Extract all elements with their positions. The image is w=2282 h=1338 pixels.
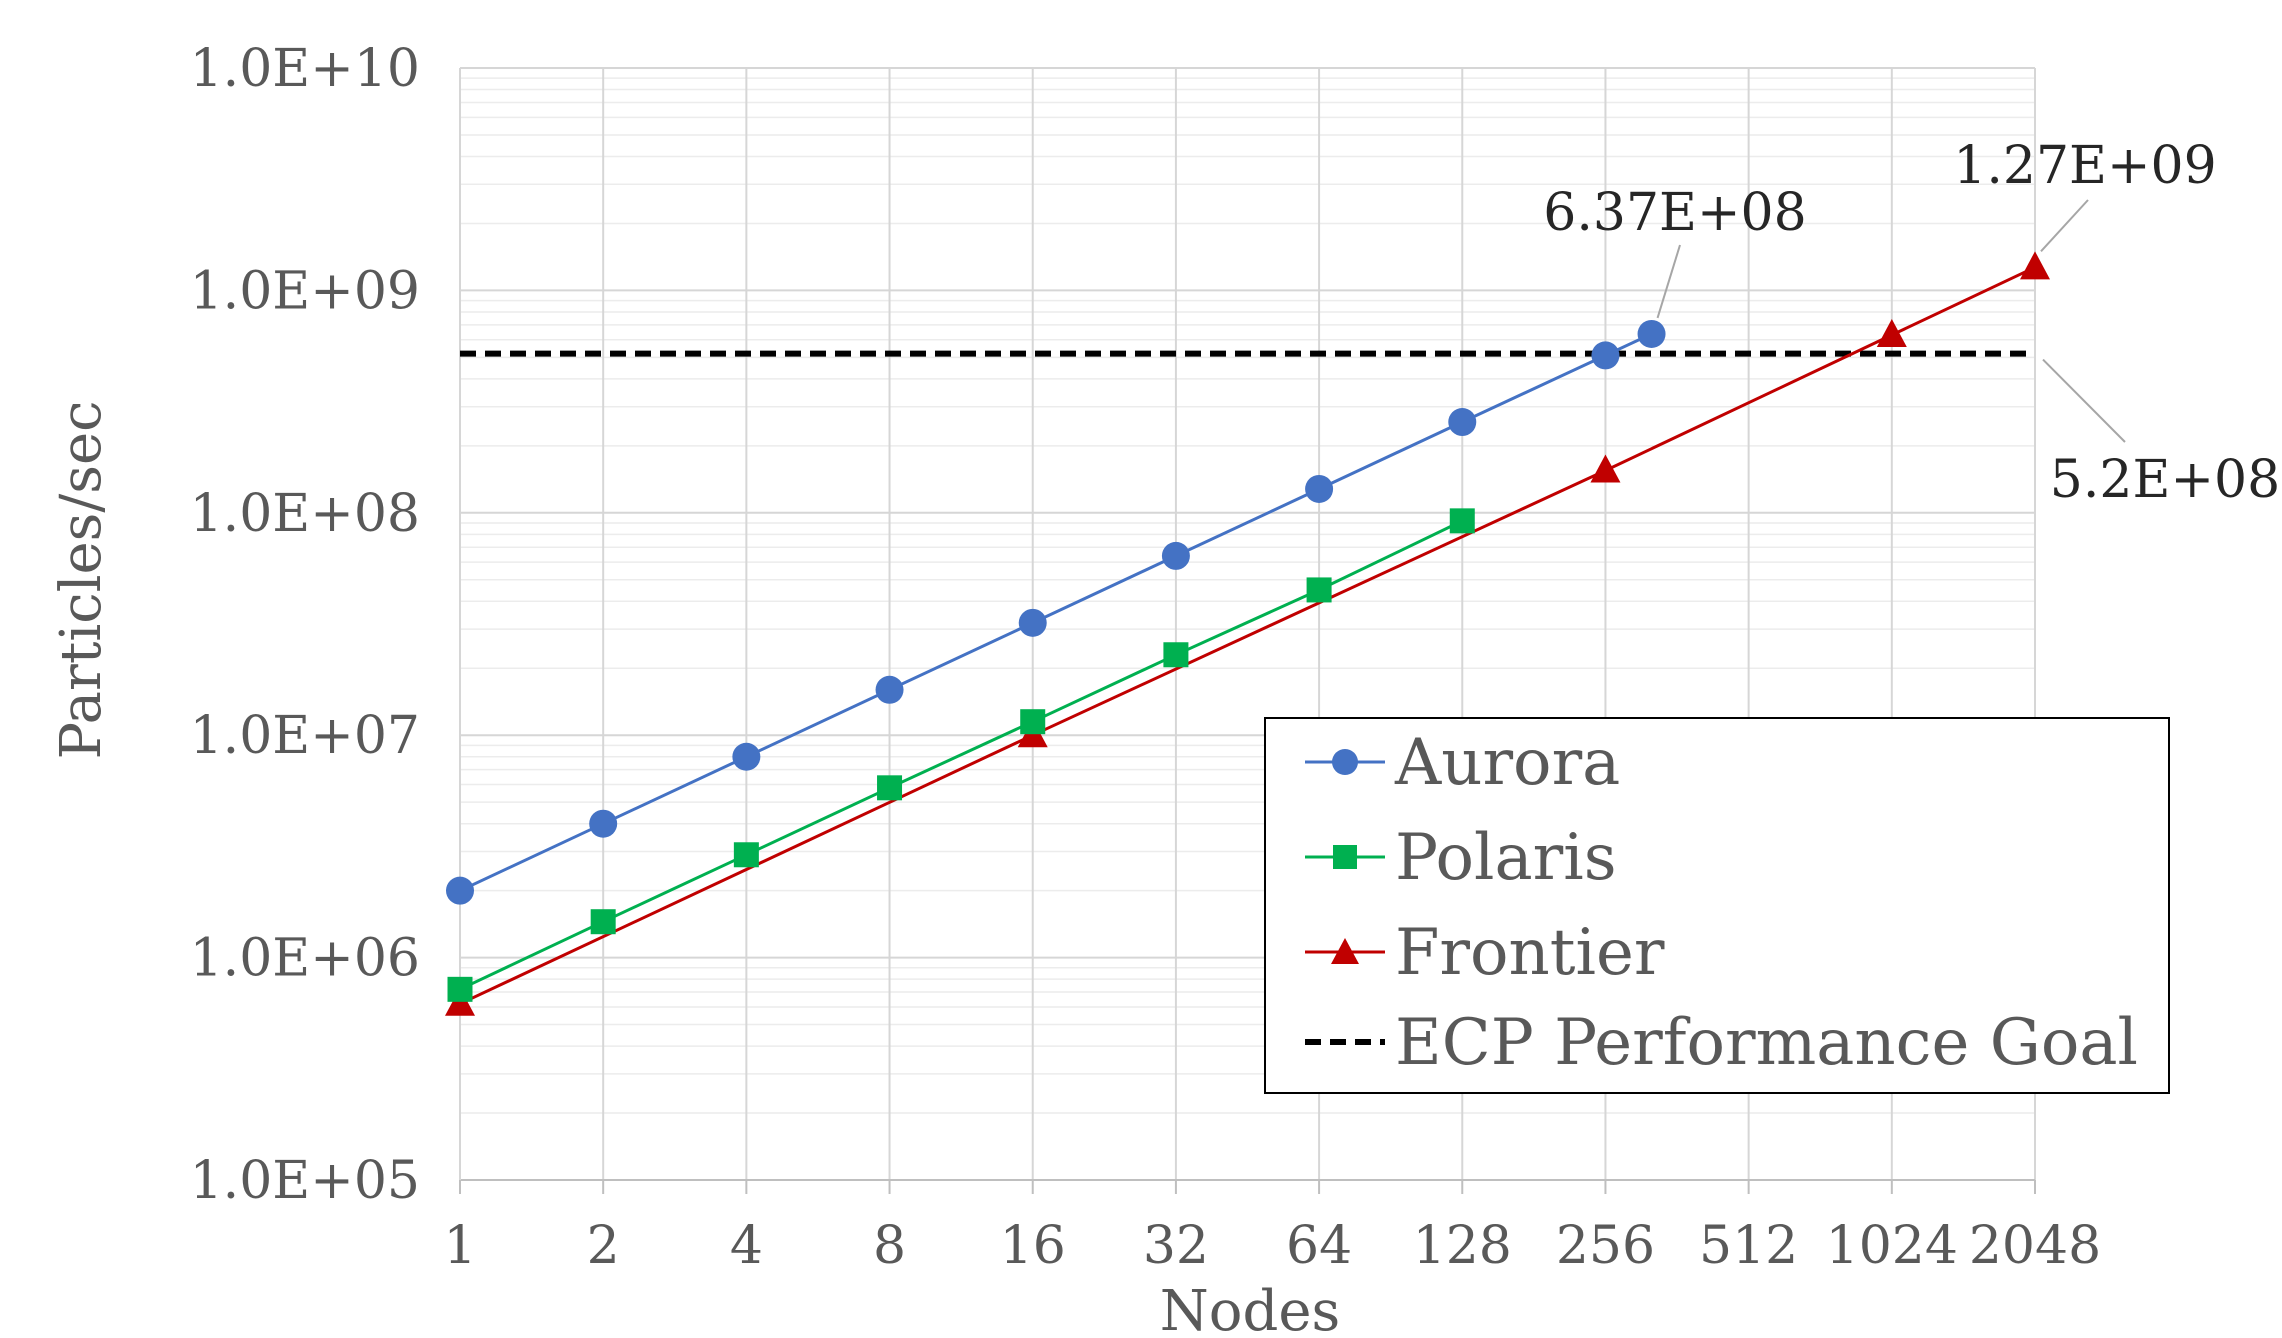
data-point-aurora	[1448, 408, 1477, 437]
annotation-layer: 6.37E+08 1.27E+09 5.2E+08	[1543, 136, 2280, 510]
data-point-frontier	[1590, 454, 1621, 483]
y-tick-label: 1.0E+08	[190, 484, 420, 544]
x-tick-label: 1024	[1826, 1216, 1958, 1276]
series-layer	[445, 251, 2050, 1016]
legend-item-ecp-goal: ECP Performance Goal	[1305, 1006, 2138, 1080]
data-point-aurora	[1637, 319, 1666, 348]
y-tick-label: 1.0E+05	[190, 1151, 420, 1211]
x-tick-label: 2	[587, 1216, 620, 1276]
x-tick-label: 256	[1556, 1216, 1655, 1276]
legend-item-aurora: Aurora	[1305, 726, 1620, 800]
data-point-polaris	[447, 976, 473, 1002]
annotation-leader-line	[1656, 244, 1681, 319]
data-point-aurora	[1305, 474, 1334, 503]
annotation-label: 5.2E+08	[2050, 450, 2280, 510]
y-tick-label: 1.0E+06	[190, 929, 420, 989]
annotation-label: 1.27E+09	[1953, 136, 2216, 196]
y-tick-label: 1.0E+07	[190, 706, 420, 766]
annotation-leader-line	[2040, 199, 2089, 252]
data-point-polaris	[1306, 577, 1332, 603]
y-tick-labels: 1.0E+05 1.0E+06 1.0E+07 1.0E+08 1.0E+09 1.0E+…	[190, 39, 420, 1211]
x-tick-label: 8	[873, 1216, 906, 1276]
x-tick-label: 512	[1699, 1216, 1798, 1276]
x-tick-label: 128	[1413, 1216, 1512, 1276]
series-line-aurora	[459, 332, 1653, 893]
data-point-aurora	[732, 742, 761, 771]
x-tick-label: 1	[443, 1216, 476, 1276]
legend: Aurora Polaris Frontier ECP Performance …	[1264, 717, 2170, 1094]
y-axis-title: Particles/sec	[49, 401, 114, 760]
data-point-polaris	[733, 842, 759, 868]
legend-marker-polaris	[1333, 845, 1357, 869]
data-point-polaris	[877, 775, 903, 801]
series-aurora	[446, 319, 1666, 905]
y-tick-label: 1.0E+09	[190, 261, 420, 321]
legend-item-frontier: Frontier	[1305, 916, 1665, 990]
data-point-polaris	[1163, 642, 1189, 668]
data-point-aurora	[1591, 341, 1620, 370]
series-line-polaris	[459, 519, 1463, 991]
legend-marker-frontier	[1331, 938, 1359, 964]
series-polaris	[447, 508, 1475, 1002]
data-point-polaris	[590, 909, 616, 935]
x-tick-label: 16	[1000, 1216, 1066, 1276]
data-point-frontier	[1876, 319, 1907, 348]
annotation-label: 6.37E+08	[1543, 183, 1806, 243]
legend-label-polaris: Polaris	[1395, 821, 1617, 895]
x-tick-label: 32	[1143, 1216, 1209, 1276]
legend-label-aurora: Aurora	[1394, 726, 1620, 800]
x-axis-title: Nodes	[1160, 1279, 1340, 1338]
x-tick-label: 4	[730, 1216, 763, 1276]
legend-box	[1264, 717, 2170, 1094]
x-tick-label: 2048	[1969, 1216, 2101, 1276]
x-tick-label: 64	[1286, 1216, 1352, 1276]
annotation-leader-line	[2042, 358, 2126, 443]
legend-item-polaris: Polaris	[1305, 821, 1617, 895]
legend-label-ecp-goal: ECP Performance Goal	[1395, 1006, 2138, 1080]
y-tick-label: 1.0E+10	[190, 39, 420, 99]
data-point-polaris	[1449, 508, 1475, 534]
x-tick-labels: 1 2 4 8 16 32 64 128 256 512 1024 2048	[443, 1216, 2101, 1276]
data-point-frontier	[2020, 251, 2050, 280]
data-point-polaris	[1020, 709, 1046, 735]
legend-label-frontier: Frontier	[1395, 916, 1665, 990]
data-point-aurora	[589, 809, 618, 838]
legend-marker-aurora	[1332, 749, 1358, 775]
data-point-aurora	[1161, 541, 1190, 570]
data-point-aurora	[875, 675, 904, 704]
data-point-aurora	[1018, 608, 1047, 637]
data-point-aurora	[446, 876, 474, 905]
